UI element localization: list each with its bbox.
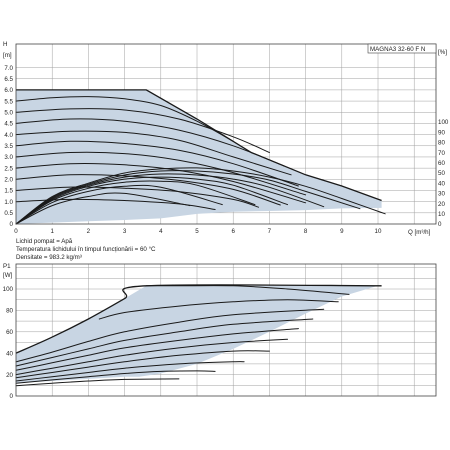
flow-tick-label: 8 <box>304 228 308 235</box>
max-power-curve <box>15 284 382 354</box>
power-curve <box>15 370 216 384</box>
flow-tick-label: 10 <box>375 228 382 235</box>
head-tick-label: 2.0 <box>4 177 13 184</box>
power-axis-unit: [W] <box>3 272 13 279</box>
bottom-operating-area <box>16 285 382 384</box>
head-tick-label: 3.5 <box>4 143 13 150</box>
top-frame <box>15 43 437 225</box>
head-tick-label: 4.0 <box>4 132 13 139</box>
top-curves <box>15 89 386 225</box>
efficiency-tick-labels: 0 10 20 30 40 50 60 70 80 90 100 <box>438 119 449 228</box>
efficiency-tick-label: 70 <box>438 150 445 157</box>
flow-tick-label: 4 <box>159 228 163 235</box>
head-tick-label: 0.5 <box>4 210 13 217</box>
flow-tick-label: 1 <box>50 228 54 235</box>
head-tick-label: 1.5 <box>4 188 13 195</box>
flow-tick-labels: 0 1 2 3 4 5 6 7 8 9 10 <box>14 228 382 235</box>
efficiency-curve <box>15 180 256 225</box>
flow-tick-label: 3 <box>123 228 127 235</box>
flow-tick-label: 9 <box>340 228 344 235</box>
power-tick-label: 60 <box>6 329 13 336</box>
power-curve <box>15 338 288 376</box>
efficiency-tick-label: 10 <box>438 211 445 218</box>
head-tick-labels: 0 0.5 1.0 1.5 2.0 2.5 3.0 3.5 4.0 4.5 5.0 5.5 6.0 6.5… <box>4 65 13 228</box>
efficiency-tick-label: 90 <box>438 129 445 136</box>
head-curve <box>15 186 259 208</box>
head-tick-label: 7.0 <box>4 65 13 72</box>
efficiency-tick-label: 50 <box>438 170 445 177</box>
head-tick-label: 6.5 <box>4 76 13 83</box>
efficiency-tick-label: 30 <box>438 191 445 198</box>
flow-tick-label: 2 <box>87 228 91 235</box>
head-curve <box>15 140 299 187</box>
flow-tick-label: 6 <box>231 228 235 235</box>
info-line-liquid: Lichid pompat = Apă <box>16 238 73 245</box>
efficiency-tick-label: 80 <box>438 140 445 147</box>
power-tick-label: 20 <box>6 372 13 379</box>
head-axis-symbol: H <box>3 41 7 48</box>
efficiency-curve <box>15 184 223 225</box>
head-efficiency-chart: 0 0.5 1.0 1.5 2.0 2.5 3.0 3.5 4.0 4.5 5.0 5.5 6.0 6.5… <box>3 41 449 261</box>
power-curve <box>15 318 314 367</box>
head-tick-label: 0 <box>10 221 14 228</box>
efficiency-tick-label: 20 <box>438 201 445 208</box>
power-tick-label: 40 <box>6 350 13 357</box>
bottom-operating-region <box>16 285 382 384</box>
efficiency-tick-label: 40 <box>438 180 445 187</box>
flow-axis-label: Q [m³/h] <box>408 229 431 236</box>
bottom-frame <box>15 263 437 397</box>
model-label-box <box>367 43 437 54</box>
efficiency-axis-unit: [%] <box>438 49 447 56</box>
efficiency-curve <box>15 170 361 225</box>
head-axis-unit: [m] <box>3 52 12 59</box>
power-tick-label: 0 <box>10 393 14 400</box>
bottom-curves <box>15 284 382 387</box>
info-line-density: Densitate = 983.2 kg/m³ <box>16 254 82 261</box>
head-curve <box>15 118 285 167</box>
head-tick-label: 6.0 <box>4 87 13 94</box>
efficiency-tick-label: 0 <box>438 221 442 228</box>
info-line-temperature: Temperatura lichidului în timpul funcțio… <box>16 246 156 253</box>
power-curve <box>15 378 180 387</box>
flow-tick-label: 7 <box>268 228 272 235</box>
head-tick-label: 1.0 <box>4 199 13 206</box>
flow-tick-label: 5 <box>195 228 199 235</box>
power-curve <box>15 350 270 379</box>
efficiency-curve <box>15 167 386 225</box>
power-curve <box>15 361 245 382</box>
efficiency-tick-label: 100 <box>438 119 449 126</box>
head-tick-label: 2.5 <box>4 165 13 172</box>
efficiency-curve <box>15 192 191 225</box>
power-curve <box>15 328 299 371</box>
head-curve <box>15 162 307 204</box>
power-tick-labels: 0 20 40 60 80 100 <box>3 286 14 400</box>
flow-tick-label: 0 <box>14 228 18 235</box>
power-curve <box>15 308 325 363</box>
model-label: MAGNA3 32-60 F N <box>370 46 425 53</box>
power-axis-symbol: P1 <box>3 263 11 270</box>
head-curve <box>15 108 270 153</box>
efficiency-curve <box>15 173 325 225</box>
power-curve <box>98 299 339 320</box>
head-tick-label: 5.0 <box>4 109 13 116</box>
max-head-curve <box>16 89 382 202</box>
power-chart: 0 20 40 60 80 100 P1 [W] <box>3 263 437 400</box>
power-tick-label: 100 <box>3 286 14 293</box>
power-tick-label: 80 <box>6 308 13 315</box>
efficiency-curve <box>15 176 288 225</box>
head-tick-label: 3.0 <box>4 154 13 161</box>
efficiency-tick-label: 60 <box>438 160 445 167</box>
head-tick-label: 5.5 <box>4 98 13 105</box>
head-tick-label: 4.5 <box>4 121 13 128</box>
head-curve <box>15 130 292 176</box>
head-curve <box>15 96 234 142</box>
